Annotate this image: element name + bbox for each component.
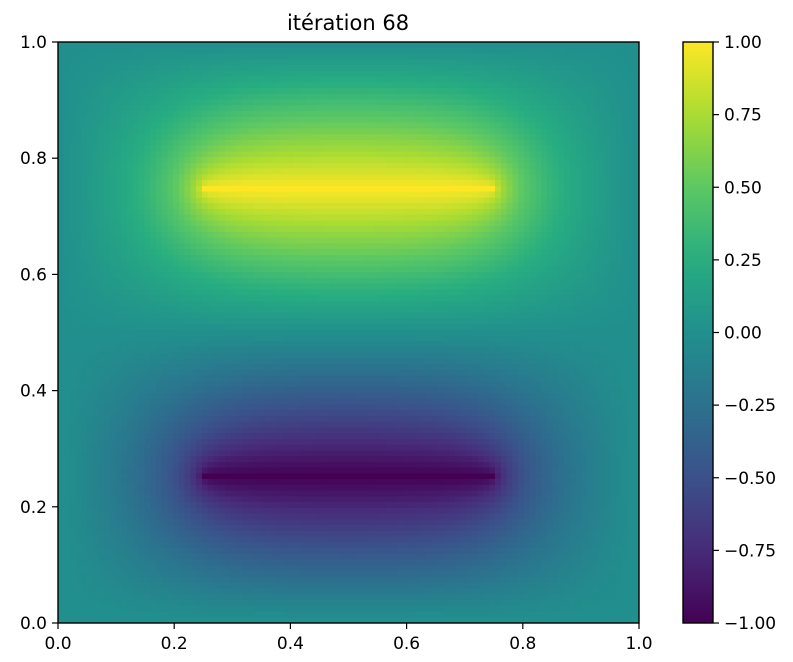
colorbar (683, 42, 713, 623)
y-tick-label: 0.0 (20, 614, 47, 634)
colorbar-tick-label: 0.25 (724, 251, 762, 271)
x-tick-label: 0.2 (161, 634, 188, 654)
y-tick-label: 0.8 (20, 149, 47, 169)
plot-frame (57, 41, 640, 624)
heatmap-plot-area (58, 42, 639, 623)
y-tick-label: 1.0 (20, 33, 47, 53)
colorbar-tick-label: 0.00 (724, 324, 762, 344)
x-tick-label: 0.0 (44, 634, 71, 654)
x-axis: 0.0 0.2 0.4 0.6 0.8 1.0 (44, 623, 653, 654)
x-tick-label: 0.8 (509, 634, 536, 654)
heatmap-image (58, 42, 639, 623)
colorbar-tick-label: −0.75 (724, 541, 776, 561)
colorbar-tick-label: 0.75 (724, 106, 762, 126)
chart-title: itération 68 (287, 11, 409, 35)
colorbar-tick-label: −0.50 (724, 469, 776, 489)
x-tick-label: 0.6 (393, 634, 420, 654)
y-tick-label: 0.2 (20, 498, 47, 518)
x-tick-label: 0.4 (277, 634, 304, 654)
colorbar-tick-label: 1.00 (724, 33, 762, 53)
y-axis: 0.0 0.2 0.4 0.6 0.8 1.0 (20, 33, 58, 634)
y-tick-label: 0.6 (20, 265, 47, 285)
colorbar-tick-label: −1.00 (724, 614, 776, 634)
colorbar-tick-label: −0.25 (724, 396, 776, 416)
y-tick-label: 0.4 (20, 382, 47, 402)
x-tick-label: 1.0 (625, 634, 652, 654)
colorbar-axis: 1.00 0.75 0.50 0.25 0.00 −0.25 −0.50 −0.75 −1.00 (713, 33, 776, 634)
colorbar-tick-label: 0.50 (724, 178, 762, 198)
